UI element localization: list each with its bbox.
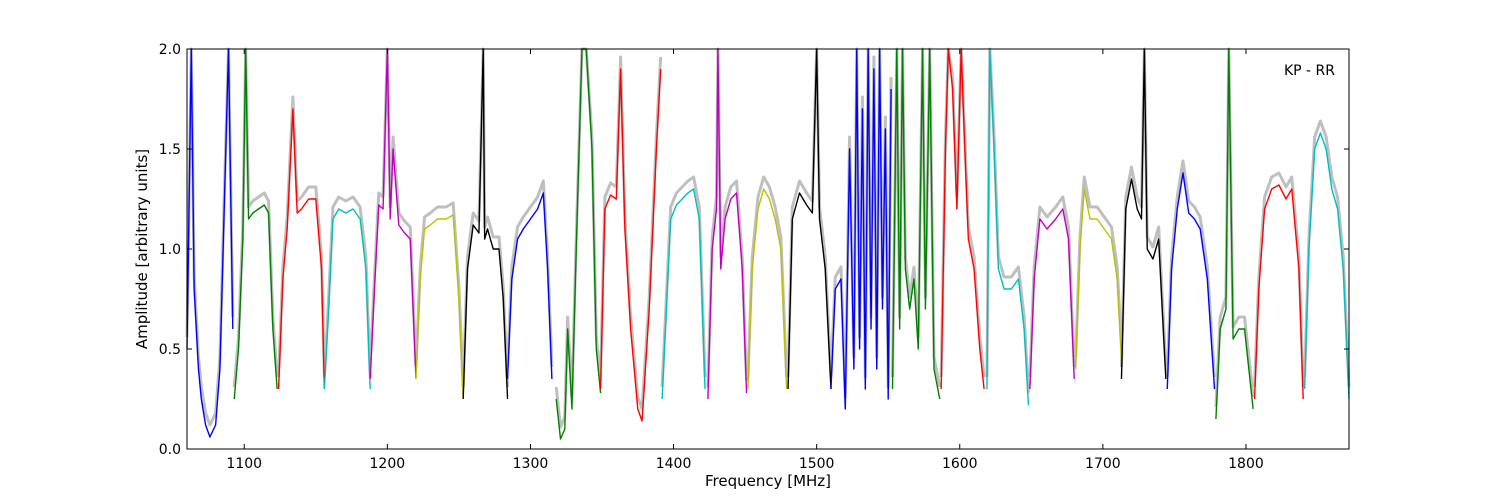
- series-line-4: [369, 48, 417, 380]
- series-envelope-12: [746, 175, 789, 378]
- series-line-11: [707, 48, 748, 400]
- series-line-0: [186, 48, 234, 438]
- y-ticks: 0.0 0.5 1.0 1.5 2.0: [159, 42, 1349, 458]
- y-tick-label: 0.5: [159, 342, 181, 358]
- x-tick-label: 1100: [226, 456, 262, 472]
- x-ticks: 1100 1200 1300 1400 1500 1600 1700 1800: [226, 49, 1264, 472]
- y-tick-label: 0.0: [159, 442, 181, 458]
- series-line-1: [233, 48, 278, 400]
- series-line-3: [323, 208, 371, 390]
- series-line-9: [599, 68, 662, 422]
- series-line-20: [1120, 48, 1167, 380]
- y-tick-label: 1.0: [159, 242, 181, 258]
- series-envelope-23: [1253, 171, 1305, 388]
- x-tick-label: 1300: [513, 456, 549, 472]
- series-envelope-2: [277, 95, 326, 378]
- series-line-6: [462, 48, 509, 400]
- series-line-7: [506, 192, 553, 380]
- series-envelope-21: [1165, 159, 1216, 378]
- series-line-24: [1303, 132, 1350, 400]
- series-line-12: [747, 188, 788, 390]
- series-line-22: [1215, 48, 1254, 420]
- series-line-8: [555, 48, 602, 440]
- panel-annotation: KP - RR: [1284, 63, 1335, 79]
- series-line-18: [1029, 208, 1075, 390]
- x-tick-label: 1800: [1228, 456, 1264, 472]
- series-envelope-19: [1074, 175, 1123, 358]
- series-envelope-11: [706, 47, 749, 388]
- series-line-10: [661, 188, 706, 400]
- series-line-21: [1166, 172, 1216, 390]
- series-line-13: [787, 48, 832, 390]
- series-line-23: [1253, 184, 1304, 400]
- series-envelope-5: [414, 201, 465, 388]
- series-line-19: [1074, 188, 1123, 370]
- x-tick-label: 1400: [656, 456, 692, 472]
- y-tick-label: 2.0: [159, 42, 181, 58]
- series-line-5: [415, 214, 464, 400]
- series-line-17: [986, 48, 1030, 406]
- series-line-2: [277, 108, 326, 390]
- series-envelope-18: [1028, 195, 1076, 378]
- x-tick-label: 1600: [942, 456, 978, 472]
- x-tick-label: 1700: [1085, 456, 1121, 472]
- x-tick-label: 1500: [799, 456, 835, 472]
- y-axis-label: Amplitude [arbitrary units]: [133, 149, 151, 349]
- series-line-14: [830, 48, 892, 410]
- x-tick-label: 1200: [370, 456, 406, 472]
- y-tick-label: 1.5: [159, 142, 181, 158]
- x-axis-label: Frequency [MHz]: [705, 472, 831, 490]
